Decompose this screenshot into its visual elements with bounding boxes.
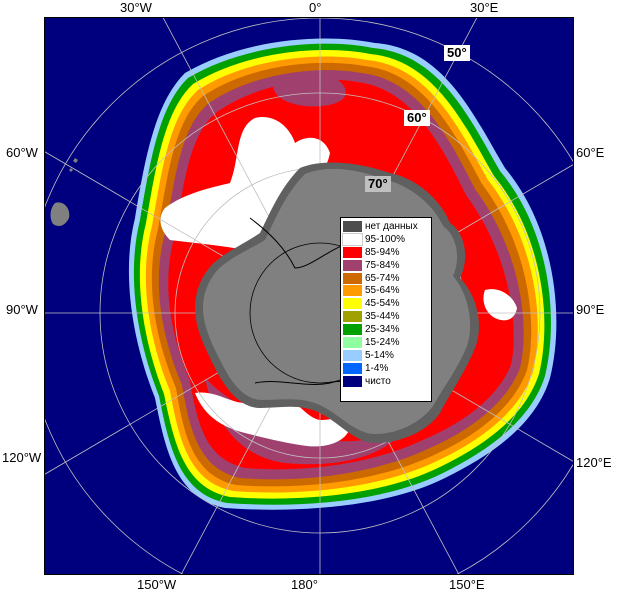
lon-label-150w: 150°W (137, 577, 177, 592)
legend-swatch (343, 311, 362, 323)
lon-label-120w: 120°W (2, 450, 42, 465)
legend-item: 1-4% (343, 362, 429, 375)
legend-item: 95-100% (342, 232, 429, 246)
lon-label-180: 180° (291, 577, 318, 592)
legend: нет данных 95-100% 85-94% 75-84% 65-74% 55-64… (340, 217, 432, 402)
lon-label-30e: 30°E (470, 0, 499, 15)
legend-item: 65-74% (343, 272, 429, 285)
legend-swatch (343, 285, 362, 297)
ice-patch-95-100-weddell (160, 117, 330, 250)
legend-item: чисто (343, 375, 429, 388)
lon-label-60w: 60°W (6, 145, 38, 160)
legend-label: 35-44% (365, 311, 400, 323)
legend-item: 15-24% (343, 336, 429, 349)
legend-label: 5-14% (365, 349, 394, 361)
legend-label: 15-24% (365, 336, 400, 348)
legend-label: 55-64% (365, 285, 400, 297)
legend-item: 35-44% (343, 310, 429, 323)
legend-item: 55-64% (343, 284, 429, 297)
legend-swatch (343, 246, 362, 258)
lon-label-150e: 150°E (449, 577, 485, 592)
lon-label-60e: 60°E (576, 145, 605, 160)
sub-antarctic-islands (69, 158, 78, 172)
legend-swatch (343, 298, 362, 310)
legend-swatch (343, 220, 362, 232)
legend-label: нет данных (365, 220, 418, 232)
ice-patch-75-84 (273, 72, 346, 107)
legend-item: 45-54% (343, 297, 429, 310)
legend-label: 75-84% (365, 259, 400, 271)
legend-swatch (343, 259, 362, 271)
legend-label: 45-54% (365, 298, 400, 310)
legend-item: нет данных (343, 220, 429, 233)
lat-label-70: 70° (365, 176, 391, 192)
legend-label: 25-34% (365, 324, 400, 336)
legend-label: 1-4% (365, 362, 389, 374)
sea-ice-map (44, 17, 574, 575)
legend-item: 25-34% (343, 323, 429, 336)
legend-label: чисто (365, 375, 391, 387)
legend-swatch (343, 375, 362, 387)
legend-swatch (343, 362, 362, 374)
legend-item: 5-14% (343, 349, 429, 362)
ice-shelf-boundary (249, 217, 351, 269)
lon-label-90e: 90°E (576, 302, 605, 317)
lon-label-0: 0° (309, 0, 322, 15)
legend-swatch (343, 349, 362, 361)
ice-patch-95-100-east (483, 289, 517, 321)
lon-label-120e: 120°E (576, 455, 612, 470)
lon-label-90w: 90°W (6, 302, 38, 317)
map-canvas (45, 18, 573, 574)
legend-swatch (343, 272, 362, 284)
lat-label-60: 60° (404, 110, 430, 126)
ice-patch-95-100-ross (195, 392, 350, 447)
legend-swatch (342, 232, 363, 246)
legend-swatch (343, 336, 362, 348)
legend-label: 65-74% (365, 272, 400, 284)
south-america-tip (50, 202, 70, 226)
legend-label: 85-94% (365, 246, 400, 258)
lat-label-50: 50° (444, 45, 470, 61)
lon-label-30w: 30°W (120, 0, 152, 15)
legend-swatch (343, 324, 362, 336)
legend-item: 85-94% (343, 246, 429, 259)
legend-item: 75-84% (343, 259, 429, 272)
legend-label: 95-100% (365, 233, 406, 245)
